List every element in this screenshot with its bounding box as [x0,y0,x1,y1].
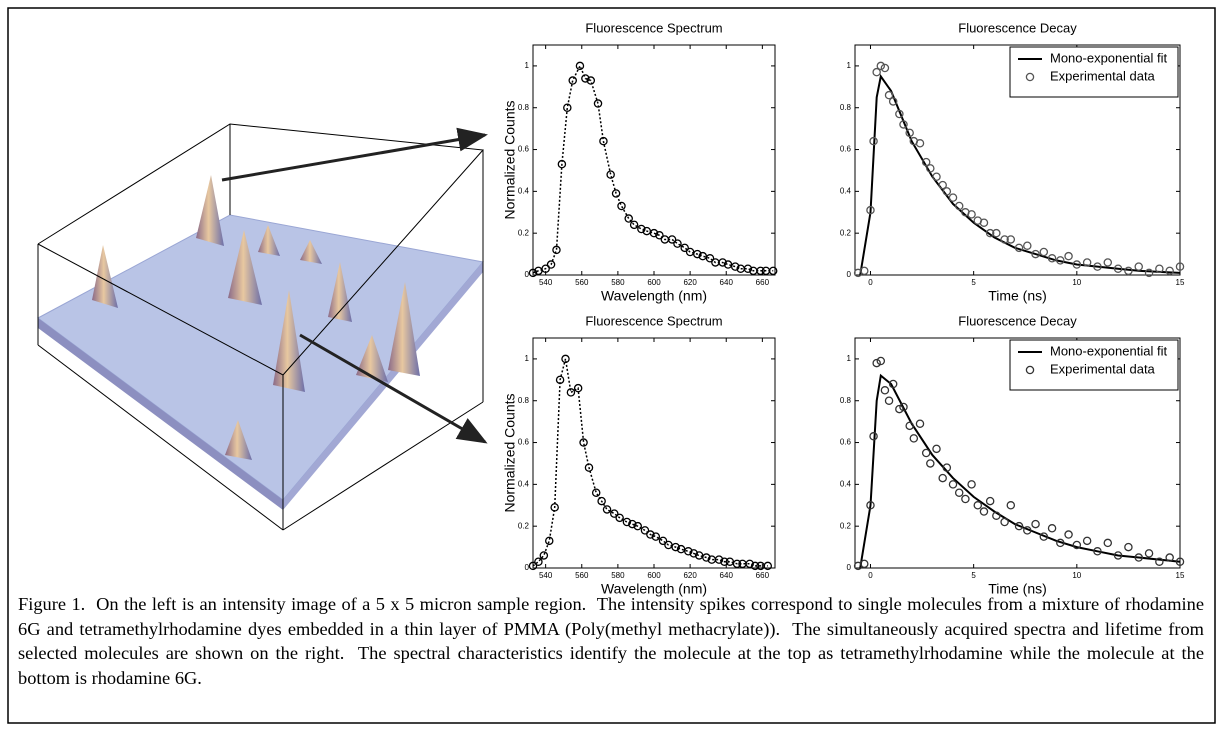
y-tick-label: 0.8 [518,396,530,405]
y-tick-label: 0.6 [840,438,852,447]
x-tick-label: 0 [868,571,873,580]
x-tick-label: 640 [720,278,734,287]
y-tick-label: 0.2 [518,228,530,237]
x-tick-label: 540 [539,571,553,580]
legend: Mono-exponential fit Experimental data [1010,47,1178,97]
chart-title: Fluorescence Spectrum [585,20,722,35]
y-tick-label: 0.2 [518,521,530,530]
legend-label: Mono-exponential fit [1050,50,1167,65]
y-tick-label: 0.8 [840,103,852,112]
x-tick-label: 600 [647,278,661,287]
arrow [222,135,485,180]
y-tick-label: 0.4 [518,479,530,488]
peak [196,175,224,246]
y-tick-label: 0 [525,270,530,279]
figure-page: Fluorescence Spectrum 540 560 580 600 620 640 6… [0,0,1223,751]
legend-label: Mono-exponential fit [1050,343,1167,358]
y-tick-label: 0.4 [840,186,852,195]
y-tick-label: 1 [525,61,530,70]
x-tick-label: 600 [647,571,661,580]
x-tick-label: 580 [611,278,625,287]
x-tick-label: 5 [971,278,976,287]
x-tick-label: 5 [971,571,976,580]
x-tick-label: 540 [539,278,553,287]
x-tick-label: 660 [756,571,770,580]
y-axis-label: Normalized Counts [502,100,518,219]
y-tick-label: 0.4 [840,479,852,488]
y-tick-label: 1 [847,354,852,363]
x-tick-label: 10 [1072,571,1081,580]
y-tick-label: 1 [525,354,530,363]
y-tick-label: 0.8 [518,103,530,112]
chart: Fluorescence Spectrum 540 560 580 600 620 640 6… [502,313,775,596]
chart: Fluorescence Spectrum 540 560 580 600 620 640 6… [502,20,777,303]
y-axis-label: Normalized Counts [502,393,518,512]
x-tick-label: 640 [720,571,734,580]
y-tick-label: 0.2 [840,521,852,530]
y-tick-label: 0 [847,270,852,279]
y-tick-label: 0.8 [840,396,852,405]
y-tick-label: 0.6 [518,438,530,447]
x-tick-label: 560 [575,278,589,287]
chart-title: Fluorescence Spectrum [585,313,722,328]
x-tick-label: 660 [756,278,770,287]
legend-label: Experimental data [1050,361,1156,376]
x-tick-label: 10 [1072,278,1081,287]
peak [92,245,118,308]
x-tick-label: 0 [868,278,873,287]
x-tick-label: 560 [575,571,589,580]
x-tick-label: 620 [683,278,697,287]
y-tick-label: 0.2 [840,228,852,237]
chart-title: Fluorescence Decay [958,20,1077,35]
x-axis-label: Time (ns) [988,288,1047,304]
y-tick-label: 1 [847,61,852,70]
y-tick-label: 0.6 [518,145,530,154]
y-tick-label: 0.4 [518,186,530,195]
x-tick-label: 620 [683,571,697,580]
x-tick-label: 15 [1176,571,1185,580]
x-tick-label: 580 [611,571,625,580]
legend-label: Experimental data [1050,68,1156,83]
y-tick-label: 0 [525,563,530,572]
x-tick-label: 15 [1176,278,1185,287]
surface-plot [38,124,483,530]
y-tick-label: 0 [847,563,852,572]
chart-title: Fluorescence Decay [958,313,1077,328]
y-tick-label: 0.6 [840,145,852,154]
caption: Figure 1. On the left is an intensity im… [18,592,1204,690]
chart: Fluorescence Decay 0 5 10 15 0 0.2 0.4 0.6 0.8 1 Ti… [840,20,1185,303]
legend: Mono-exponential fit Experimental data [1010,340,1178,390]
x-axis-label: Wavelength (nm) [601,288,707,304]
